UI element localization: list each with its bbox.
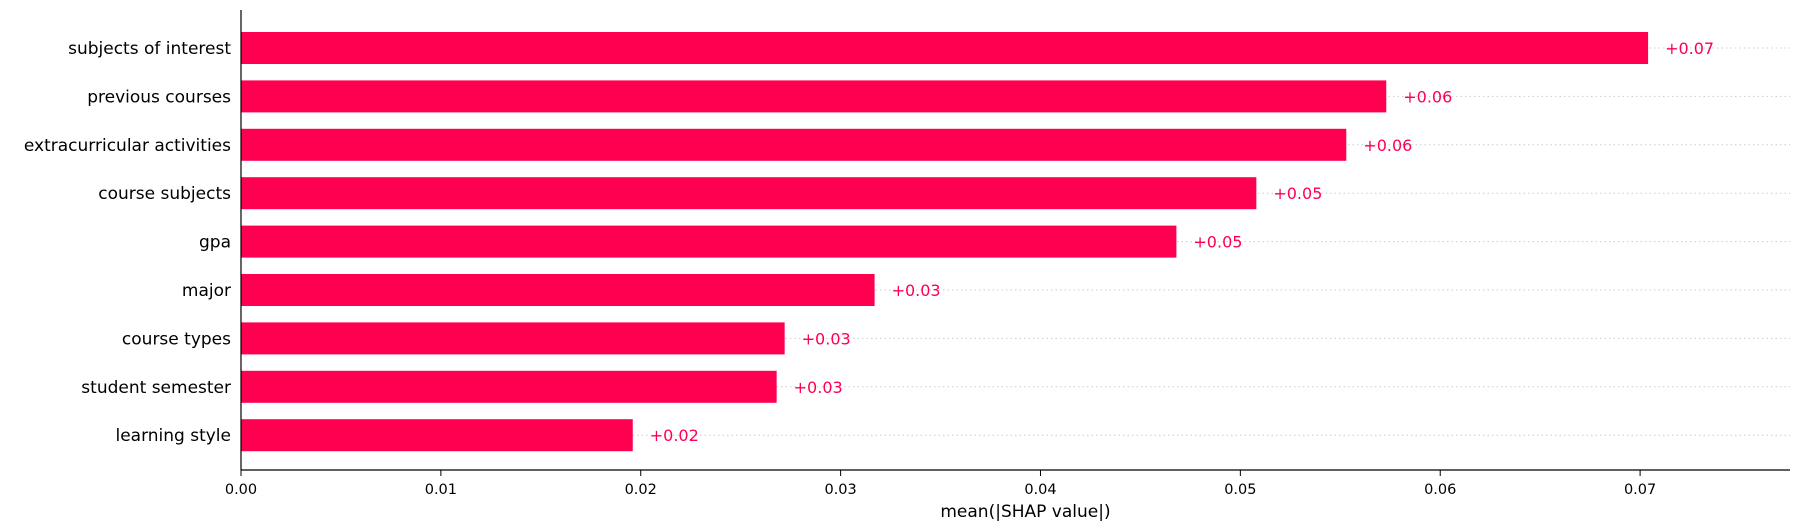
x-axis-title: mean(|SHAP value|) — [940, 502, 1110, 522]
bar-series — [241, 32, 1649, 452]
value-label: +0.06 — [1363, 136, 1412, 155]
x-tick-label: 0.00 — [225, 482, 257, 498]
bar — [241, 80, 1387, 113]
x-tick-label: 0.05 — [1224, 482, 1256, 498]
category-label: gpa — [199, 233, 231, 253]
value-label: +0.03 — [892, 281, 941, 300]
x-tick-label: 0.03 — [824, 482, 856, 498]
bar — [241, 274, 875, 306]
bar — [241, 225, 1177, 258]
bar — [241, 32, 1649, 64]
value-labels: +0.07 +0.06 +0.06 +0.05 +0.05 +0.03 +0.03 +0.03… — [650, 39, 1714, 445]
x-tick-label: 0.07 — [1624, 482, 1656, 498]
value-label: +0.02 — [650, 426, 699, 445]
category-label: learning style — [115, 426, 231, 446]
value-label: +0.03 — [802, 329, 851, 348]
category-labels: subjects of interest previous courses extr… — [24, 39, 231, 446]
value-label: +0.05 — [1273, 184, 1322, 203]
x-tick-label: 0.02 — [625, 482, 657, 498]
bar — [241, 128, 1347, 161]
bar — [241, 370, 777, 403]
x-axis-ticks: 0.00 0.01 0.02 0.03 0.04 0.05 0.06 0.07 — [225, 470, 1656, 498]
category-label: previous courses — [87, 87, 231, 107]
category-label: subjects of interest — [68, 39, 231, 59]
x-tick-label: 0.04 — [1024, 482, 1056, 498]
x-tick-label: 0.01 — [425, 482, 457, 498]
category-label: student semester — [81, 378, 231, 398]
value-label: +0.03 — [794, 378, 843, 397]
value-label: +0.06 — [1403, 87, 1452, 106]
bar — [241, 322, 785, 355]
bar — [241, 419, 633, 452]
category-label: course subjects — [98, 184, 231, 204]
category-label: extracurricular activities — [24, 136, 231, 156]
category-label: course types — [122, 329, 231, 349]
x-tick-label: 0.06 — [1424, 482, 1456, 498]
value-label: +0.07 — [1665, 39, 1714, 58]
category-label: major — [182, 281, 231, 301]
value-label: +0.05 — [1193, 233, 1242, 252]
bar — [241, 177, 1257, 210]
